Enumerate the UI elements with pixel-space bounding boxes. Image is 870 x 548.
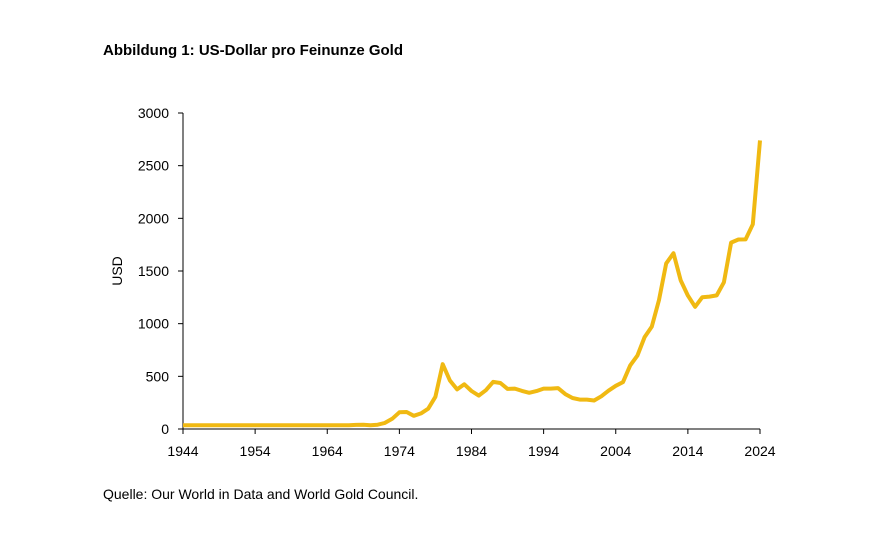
x-tick-label: 2004 (600, 443, 631, 459)
y-axis: 0 500 1000 1500 2000 2500 3000 (138, 105, 184, 437)
y-axis-title: USD (109, 256, 125, 286)
y-tick-label: 1000 (138, 316, 169, 332)
chart-title: Abbildung 1: US-Dollar pro Feinunze Gold (103, 42, 403, 59)
y-tick-label: 3000 (138, 105, 169, 121)
y-tick-label: 1500 (138, 263, 169, 279)
y-tick-label: 2000 (138, 210, 169, 226)
series-group (183, 140, 762, 428)
y-tick-label: 0 (161, 421, 169, 437)
x-axis: 1944 1954 1964 1974 1984 1994 2004 2014 2024 (167, 428, 776, 459)
x-tick-label: 2014 (672, 443, 703, 459)
x-tick-label: 1964 (312, 443, 343, 459)
x-tick-label: 1974 (384, 443, 415, 459)
y-tick-label: 500 (146, 368, 170, 384)
y-tick-label: 2500 (138, 158, 169, 174)
x-tick-label: 1944 (167, 443, 198, 459)
x-tick-label: 1984 (456, 443, 487, 459)
series-line-gold-price (183, 140, 762, 428)
x-tick-label: 2024 (744, 443, 775, 459)
x-tick-label: 1954 (240, 443, 271, 459)
source-note: Quelle: Our World in Data and World Gold… (103, 486, 419, 502)
x-tick-label: 1994 (528, 443, 559, 459)
